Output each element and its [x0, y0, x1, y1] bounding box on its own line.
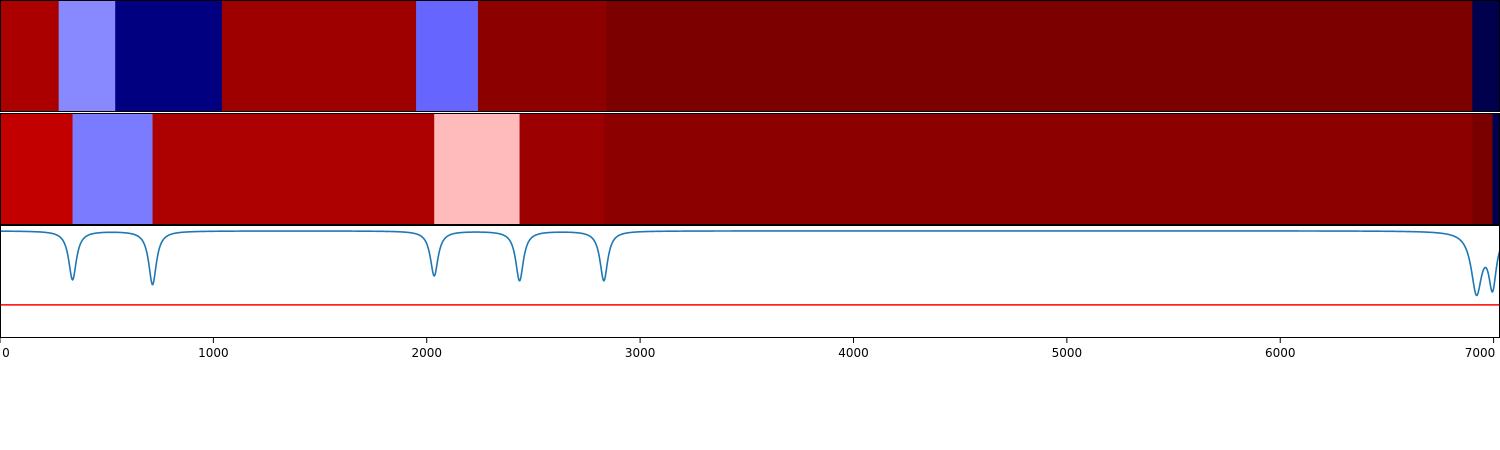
top-heatmap-segment-2 — [115, 0, 223, 112]
middle-heatmap-segment-3 — [434, 113, 521, 225]
signal-line — [0, 230, 1500, 297]
x-tick-label-7: 7000 — [1465, 346, 1496, 360]
middle-heatmap-segment-2 — [152, 113, 435, 225]
x-axis: 0 1000 2000 3000 4000 5000 6000 7000 — [0, 338, 1495, 360]
middle-heatmap-segment-1 — [72, 113, 154, 225]
top-heatmap-segment-5 — [477, 0, 607, 112]
x-tick-label-4: 4000 — [838, 346, 869, 360]
x-tick-label-1: 1000 — [198, 346, 229, 360]
middle-heatmap-segment-4 — [519, 113, 605, 225]
top-heatmap-segment-0 — [0, 0, 60, 112]
signal-panel — [0, 230, 1500, 306]
top-heatmap-segment-3 — [221, 0, 417, 112]
top-heatmap-segment-6 — [605, 0, 1473, 112]
middle-heatmap-segment-5 — [603, 113, 1473, 225]
top-heatmap-segment-7 — [1472, 0, 1500, 112]
middle-heatmap-panel — [0, 113, 1500, 225]
x-tick-label-5: 5000 — [1052, 346, 1083, 360]
x-tick-label-3: 3000 — [625, 346, 656, 360]
top-heatmap-segment-4 — [416, 0, 479, 112]
middle-heatmap-segment-7 — [1492, 113, 1500, 225]
x-tick-label-6: 6000 — [1265, 346, 1296, 360]
x-tick-label-0: 0 — [2, 346, 10, 360]
x-tick-label-2: 2000 — [411, 346, 442, 360]
top-heatmap-panel — [0, 0, 1500, 112]
top-heatmap-segment-1 — [58, 0, 116, 112]
middle-heatmap-segment-0 — [0, 113, 74, 225]
middle-heatmap-segment-6 — [1472, 113, 1494, 225]
